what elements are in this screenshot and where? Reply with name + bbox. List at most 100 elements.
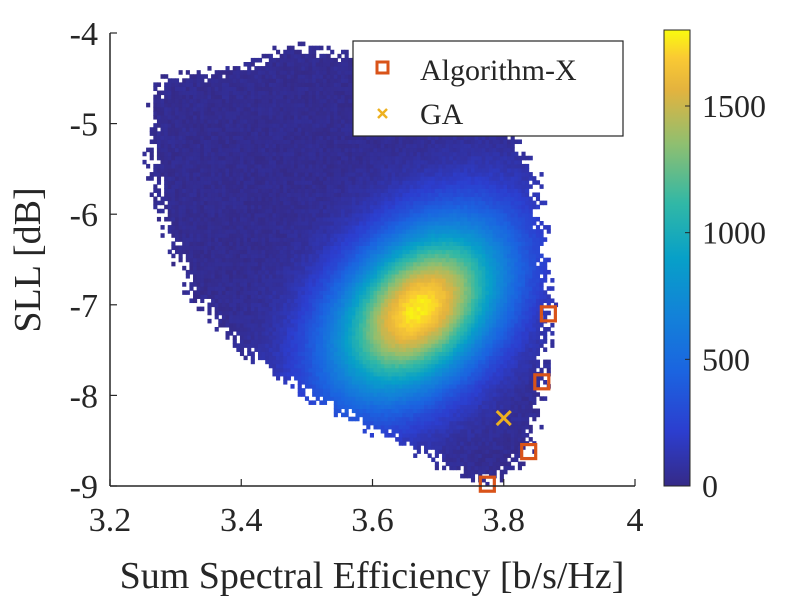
heatmap-cell — [211, 282, 216, 287]
heatmap-cell — [257, 82, 263, 87]
heatmap-cell — [261, 335, 266, 340]
heatmap-cell — [218, 245, 223, 251]
heatmap-cell — [236, 151, 241, 157]
heatmap-cell — [254, 94, 259, 100]
heatmap-cell — [312, 61, 317, 67]
heatmap-cell — [182, 245, 187, 251]
heatmap-cell — [236, 82, 241, 87]
heatmap-cell — [377, 363, 382, 369]
heatmap-cell — [189, 147, 194, 153]
heatmap-cell — [182, 167, 187, 173]
heatmap-cell — [333, 339, 338, 344]
heatmap-cell — [377, 200, 382, 206]
heatmap-cell — [391, 306, 396, 312]
heatmap-cell — [257, 78, 263, 83]
heatmap-cell — [315, 208, 320, 214]
heatmap-cell — [326, 61, 331, 67]
heatmap-cell — [312, 78, 317, 83]
heatmap-cell — [261, 229, 266, 234]
heatmap-cell — [193, 261, 198, 267]
heatmap-cell — [257, 212, 263, 218]
heatmap-cell — [229, 302, 234, 308]
heatmap-cell — [304, 310, 310, 316]
heatmap-cell — [344, 380, 349, 385]
heatmap-cell — [236, 119, 241, 124]
heatmap-cell — [182, 90, 187, 96]
heatmap-cell — [279, 139, 284, 145]
heatmap-cell — [247, 180, 252, 185]
heatmap-cell — [211, 265, 216, 271]
heatmap-cell — [279, 184, 284, 189]
heatmap-cell — [304, 176, 310, 181]
heatmap-cell — [380, 396, 385, 401]
heatmap-cell — [171, 106, 176, 112]
heatmap-cell — [196, 253, 201, 259]
heatmap-cell — [167, 135, 172, 140]
heatmap-cell — [333, 192, 338, 198]
heatmap-cell — [377, 375, 382, 381]
heatmap-cell — [304, 180, 310, 185]
heatmap-cell — [380, 257, 385, 263]
heatmap-cell — [283, 86, 288, 92]
heatmap-cell — [337, 119, 342, 124]
heatmap-cell — [312, 371, 317, 377]
heatmap-cell — [207, 66, 212, 71]
heatmap-cell — [341, 135, 346, 140]
heatmap-cell — [239, 265, 245, 271]
heatmap-cell — [348, 367, 353, 373]
heatmap-cell — [359, 310, 364, 316]
heatmap-cell — [211, 290, 216, 295]
heatmap-cell — [344, 347, 349, 352]
heatmap-cell — [229, 212, 234, 218]
heatmap-cell — [257, 245, 263, 251]
heatmap-cell — [178, 139, 183, 145]
heatmap-cell — [326, 367, 331, 373]
heatmap-cell — [348, 155, 353, 161]
heatmap-cell — [247, 343, 252, 348]
heatmap-cell — [182, 225, 187, 230]
heatmap-cell — [366, 200, 371, 206]
heatmap-cell — [322, 98, 328, 104]
heatmap-cell — [301, 343, 306, 348]
heatmap-cell — [276, 375, 281, 381]
heatmap-cell — [250, 70, 255, 75]
heatmap-cell — [312, 274, 317, 279]
heatmap-cell — [254, 241, 259, 246]
heatmap-cell — [189, 167, 194, 173]
heatmap-cell — [322, 119, 328, 124]
heatmap-cell — [294, 110, 299, 116]
heatmap-cell — [387, 433, 393, 438]
heatmap-cell — [337, 131, 342, 136]
heatmap-cell — [164, 74, 169, 79]
heatmap-cell — [283, 216, 288, 222]
heatmap-cell — [182, 184, 187, 189]
heatmap-cell — [254, 339, 259, 344]
heatmap-cell — [221, 163, 226, 169]
heatmap-cell — [232, 78, 237, 83]
heatmap-cell — [265, 159, 270, 165]
heatmap-cell — [359, 257, 364, 263]
heatmap-cell — [344, 66, 349, 71]
heatmap-cell — [391, 172, 396, 177]
heatmap-cell — [247, 196, 252, 202]
heatmap-cell — [351, 351, 356, 357]
heatmap-cell — [395, 172, 400, 177]
heatmap-cell — [319, 355, 324, 361]
heatmap-cell — [232, 119, 237, 124]
heatmap-cell — [398, 424, 403, 430]
heatmap-cell — [156, 155, 162, 161]
heatmap-cell — [250, 61, 255, 67]
heatmap-cell — [214, 314, 219, 320]
heatmap-cell — [196, 98, 201, 104]
heatmap-cell — [315, 143, 320, 149]
heatmap-cell — [279, 229, 284, 234]
heatmap-cell — [387, 367, 393, 373]
heatmap-cell — [377, 420, 382, 426]
heatmap-cell — [322, 159, 328, 165]
heatmap-cell — [373, 355, 378, 361]
heatmap-cell — [341, 343, 346, 348]
heatmap-cell — [380, 245, 385, 251]
heatmap-cell — [387, 216, 393, 222]
heatmap-cell — [308, 102, 313, 108]
heatmap-cell — [337, 335, 342, 340]
